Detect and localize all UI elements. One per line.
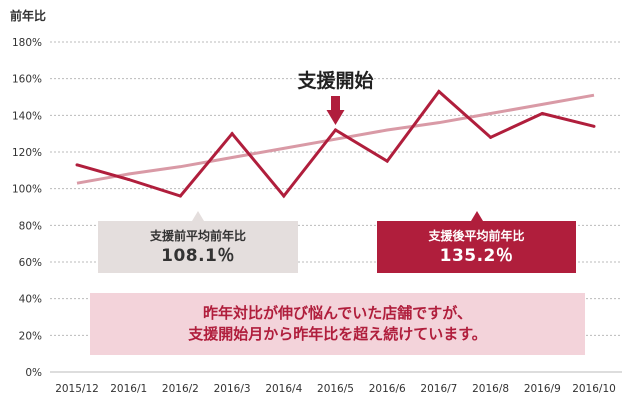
data-point — [334, 128, 337, 132]
summary-note-line-2: 支援開始月から昨年比を超え続けています。 — [188, 325, 487, 343]
y-tick-label: 160% — [12, 74, 42, 86]
data-point — [178, 194, 182, 198]
x-tick-label: 2016/8 — [472, 383, 509, 395]
y-tick-labels: 0% 20% 40% 60% 80% 100% 120% 140% 160% 180% — [12, 37, 42, 379]
x-tick-label: 2016/1 — [110, 383, 147, 395]
y-axis-label: 前年比 — [10, 8, 46, 23]
x-tick-label: 2016/3 — [214, 383, 251, 395]
x-tick-labels: 2015/12 2016/1 2016/2 2016/3 2016/4 2016/5 201… — [55, 383, 616, 395]
support-start-arrow — [326, 96, 345, 125]
after-average-title: 支援後平均前年比 — [428, 229, 525, 243]
x-tick-label: 2015/12 — [55, 383, 99, 395]
x-tick-label: 2016/5 — [317, 383, 354, 395]
summary-note-line-1: 昨年対比が伸び悩んでいた店舗ですが、 — [203, 304, 472, 322]
y-tick-label: 0% — [25, 367, 42, 379]
x-tick-label: 2016/9 — [524, 383, 561, 395]
data-point — [592, 124, 596, 128]
y-tick-label: 40% — [19, 294, 42, 306]
y-tick-label: 120% — [12, 147, 42, 159]
data-point — [489, 135, 493, 139]
data-point — [540, 112, 544, 116]
y-tick-label: 60% — [19, 257, 42, 269]
before-average-title: 支援前平均前年比 — [149, 229, 246, 243]
x-tick-label: 2016/10 — [572, 383, 616, 395]
support-start-label: 支援開始 — [296, 69, 373, 92]
after-average-value: 135.2％ — [439, 246, 514, 266]
y-tick-label: 20% — [19, 330, 42, 342]
data-point — [75, 163, 79, 167]
after-box-pointer — [471, 211, 483, 221]
before-average-value: 108.1％ — [161, 246, 235, 266]
data-point — [385, 159, 389, 163]
after-average-box: 支援後平均前年比 135.2％ — [377, 221, 576, 273]
y-tick-label: 140% — [12, 110, 42, 122]
down-arrow-icon — [326, 96, 345, 125]
chart-series — [75, 89, 596, 199]
summary-note: 昨年対比が伸び悩んでいた店舗ですが、 支援開始月から昨年比を超え続けています。 — [90, 293, 585, 355]
x-tick-label: 2016/6 — [369, 383, 406, 395]
x-tick-label: 2016/7 — [420, 383, 457, 395]
x-tick-label: 2016/2 — [162, 383, 199, 395]
y-tick-label: 80% — [19, 220, 42, 232]
x-tick-label: 2016/4 — [265, 383, 302, 395]
before-average-box: 支援前平均前年比 108.1％ — [98, 221, 298, 273]
before-box-pointer — [192, 211, 204, 221]
y-tick-label: 100% — [12, 184, 42, 196]
data-point — [230, 132, 234, 136]
y-tick-label: 180% — [12, 37, 42, 49]
data-point — [437, 90, 441, 94]
data-point — [127, 178, 131, 182]
box-pointers — [192, 211, 483, 221]
trend-line — [76, 93, 595, 185]
data-point — [282, 194, 286, 198]
